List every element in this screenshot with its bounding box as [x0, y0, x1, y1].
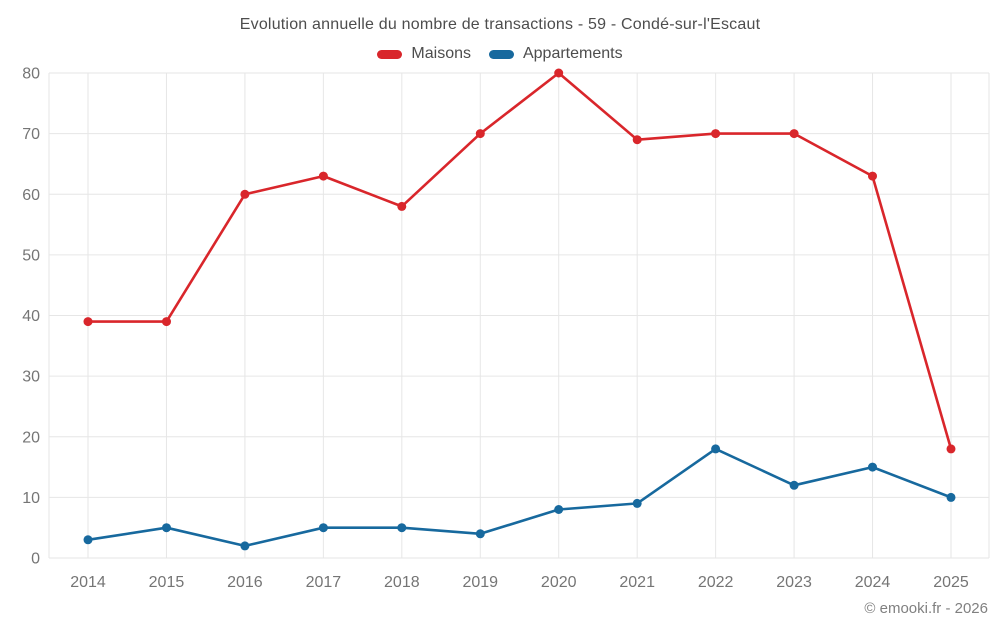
appartements-data-point[interactable]	[868, 462, 877, 472]
x-axis-tick-label: 2020	[541, 574, 577, 591]
y-axis-tick-label: 30	[22, 369, 40, 386]
maisons-data-point[interactable]	[632, 135, 642, 145]
legend-label-maisons: Maisons	[411, 45, 471, 62]
appartements-series-swatch-icon	[488, 49, 514, 59]
y-axis-tick-label: 40	[22, 308, 40, 325]
appartements-data-point[interactable]	[554, 505, 564, 514]
appartements-data-point[interactable]	[946, 492, 956, 502]
maisons-data-point[interactable]	[83, 317, 93, 327]
y-axis-tick-label: 60	[22, 187, 40, 204]
appartements-data-point[interactable]	[789, 480, 799, 490]
maisons-data-point[interactable]	[318, 171, 328, 181]
legend-item-maisons[interactable]: Maisons	[377, 45, 471, 63]
x-axis-tick-label: 2016	[227, 574, 263, 591]
maisons-data-point[interactable]	[475, 129, 485, 139]
x-axis-tick-label: 2024	[855, 574, 891, 591]
legend-item-appartements[interactable]: Appartements	[488, 45, 623, 63]
maisons-data-point[interactable]	[162, 317, 171, 327]
appartements-data-point[interactable]	[83, 535, 93, 545]
appartements-data-point[interactable]	[240, 541, 250, 551]
legend-label-appartements: Appartements	[522, 45, 623, 62]
x-axis-tick-label: 2022	[698, 574, 734, 591]
maisons-data-point[interactable]	[868, 171, 877, 181]
appartements-data-point[interactable]	[162, 523, 171, 533]
maisons-data-point[interactable]	[240, 189, 250, 199]
y-axis-tick-label: 50	[22, 247, 40, 264]
x-axis-tick-label: 2015	[149, 574, 185, 591]
x-axis-tick-label: 2021	[619, 574, 655, 591]
appartements-series-line	[86, 447, 953, 548]
maisons-data-point[interactable]	[946, 444, 956, 454]
y-axis-tick-label: 80	[22, 66, 40, 83]
y-axis-tick-label: 0	[31, 551, 40, 568]
chart-title: Evolution annuelle du nombre de transact…	[239, 16, 761, 33]
x-axis-tick-label: 2019	[462, 574, 498, 591]
appartements-data-point[interactable]	[475, 529, 485, 539]
x-axis-tick-label: 2014	[70, 574, 106, 591]
y-axis-tick-label: 70	[22, 126, 40, 143]
maisons-series-swatch-icon	[377, 49, 403, 59]
x-axis-tick-label: 2017	[306, 574, 342, 591]
appartements-data-point[interactable]	[397, 523, 407, 533]
x-axis-tick-label: 2025	[933, 574, 969, 591]
maisons-data-point[interactable]	[789, 129, 799, 139]
maisons-data-point[interactable]	[711, 129, 721, 139]
y-axis-tick-label: 10	[22, 490, 40, 507]
appartements-data-point[interactable]	[318, 523, 328, 533]
maisons-data-point[interactable]	[554, 68, 564, 78]
appartements-data-point[interactable]	[632, 498, 642, 508]
maisons-data-point[interactable]	[397, 201, 407, 211]
appartements-data-point[interactable]	[711, 444, 721, 454]
x-axis-tick-label: 2018	[384, 574, 420, 591]
footer-credit: © emooki.fr - 2026	[864, 600, 988, 617]
y-axis-tick-label: 20	[22, 429, 40, 446]
maisons-series-line	[86, 71, 953, 451]
chart-legend: Maisons Appartements	[0, 45, 1000, 63]
x-axis-tick-label: 2023	[776, 574, 812, 591]
